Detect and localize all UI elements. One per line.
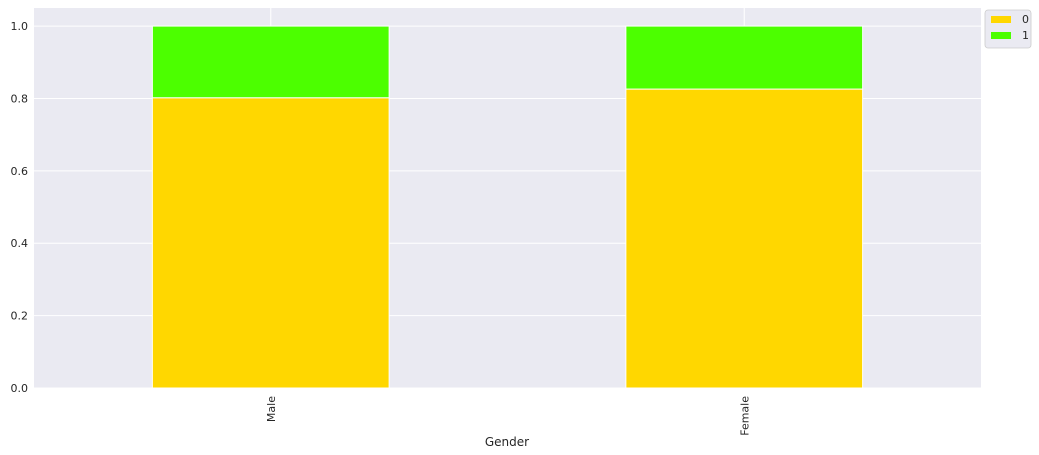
legend-swatch-0 [991, 16, 1011, 23]
x-axis-label: Gender [485, 435, 529, 449]
y-axis-ticks: 0.0 0.2 0.4 0.6 0.8 1.0 [11, 20, 29, 395]
x-tick-label: Female [738, 396, 751, 436]
legend-label-0: 0 [1022, 13, 1029, 26]
bar-male-series-1 [151, 25, 390, 99]
legend-label-1: 1 [1022, 29, 1029, 42]
y-tick-label: 0.4 [11, 237, 29, 250]
legend-swatch-1 [991, 32, 1011, 39]
bar-female-series-1 [625, 25, 864, 90]
y-tick-label: 0.6 [11, 165, 29, 178]
legend[interactable]: 01 [984, 9, 1032, 49]
bar-male-series-0 [151, 97, 390, 389]
bars [151, 25, 864, 389]
x-tick-label: Male [265, 396, 278, 422]
bar-female-series-0 [625, 88, 864, 389]
y-tick-label: 1.0 [11, 20, 29, 33]
y-tick-label: 0.2 [11, 310, 29, 323]
y-tick-label: 0.0 [11, 382, 29, 395]
x-axis-ticks: Male Female [265, 396, 752, 436]
y-tick-label: 0.8 [11, 92, 29, 105]
